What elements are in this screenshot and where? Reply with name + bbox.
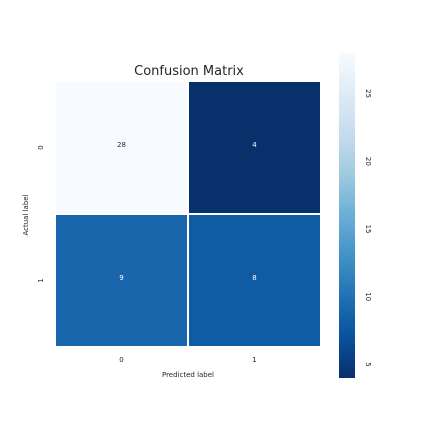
chart-title: Confusion Matrix [134, 64, 244, 79]
cell-value-label: 28 [117, 141, 126, 149]
cell-value-label: 8 [252, 274, 256, 282]
cell-value-label: 9 [119, 274, 123, 282]
colorbar-tick-label: 5 [364, 362, 372, 366]
heatmap-cell [54, 80, 189, 215]
cell-value-label: 4 [252, 141, 257, 149]
colorbar-tick-labels: 5 10 15 20 25 [364, 89, 372, 367]
y-axis-label: Actual label [22, 194, 30, 235]
y-tick-labels: 01 [37, 145, 45, 282]
heatmap-cell [187, 80, 322, 215]
colorbar [339, 53, 355, 378]
x-tick-label: 1 [252, 356, 256, 364]
heatmap-cell [54, 213, 189, 348]
x-tick-label: 0 [119, 356, 123, 364]
y-tick-label: 1 [37, 278, 45, 282]
heatmap-cells: 28 4 9 8 [54, 80, 322, 348]
x-axis-label: Predicted label [162, 371, 214, 379]
colorbar-tick-label: 20 [364, 157, 372, 166]
heatmap-cell [187, 213, 322, 348]
colorbar-tick-label: 25 [364, 89, 372, 98]
colorbar-tick-label: 10 [364, 292, 372, 301]
y-tick-label: 0 [37, 145, 45, 149]
colorbar-tick-label: 15 [364, 225, 372, 234]
